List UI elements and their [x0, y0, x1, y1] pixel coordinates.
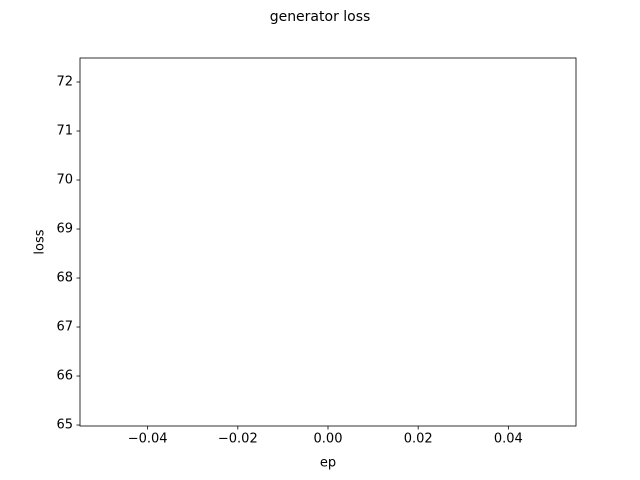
- y-tick-label: 69: [56, 222, 73, 237]
- x-tick-label: 0.00: [314, 432, 343, 447]
- y-axis-label: loss: [33, 229, 48, 254]
- y-tick-label: 68: [56, 271, 73, 286]
- plot-frame: [79, 57, 577, 427]
- y-tick-label: 72: [56, 75, 73, 90]
- y-tick-label: 71: [56, 124, 73, 139]
- x-axis-label: ep: [320, 456, 336, 471]
- y-tick-label: 70: [56, 173, 73, 188]
- y-tick-label: 66: [56, 369, 73, 384]
- chart-title: generator loss: [270, 9, 371, 25]
- x-tick-label: 0.04: [494, 432, 523, 447]
- x-tick-label: −0.02: [218, 432, 258, 447]
- x-tick-label: 0.02: [404, 432, 433, 447]
- y-tick-label: 67: [56, 320, 73, 335]
- y-tick-label: 65: [56, 418, 73, 433]
- x-tick-label: −0.04: [128, 432, 168, 447]
